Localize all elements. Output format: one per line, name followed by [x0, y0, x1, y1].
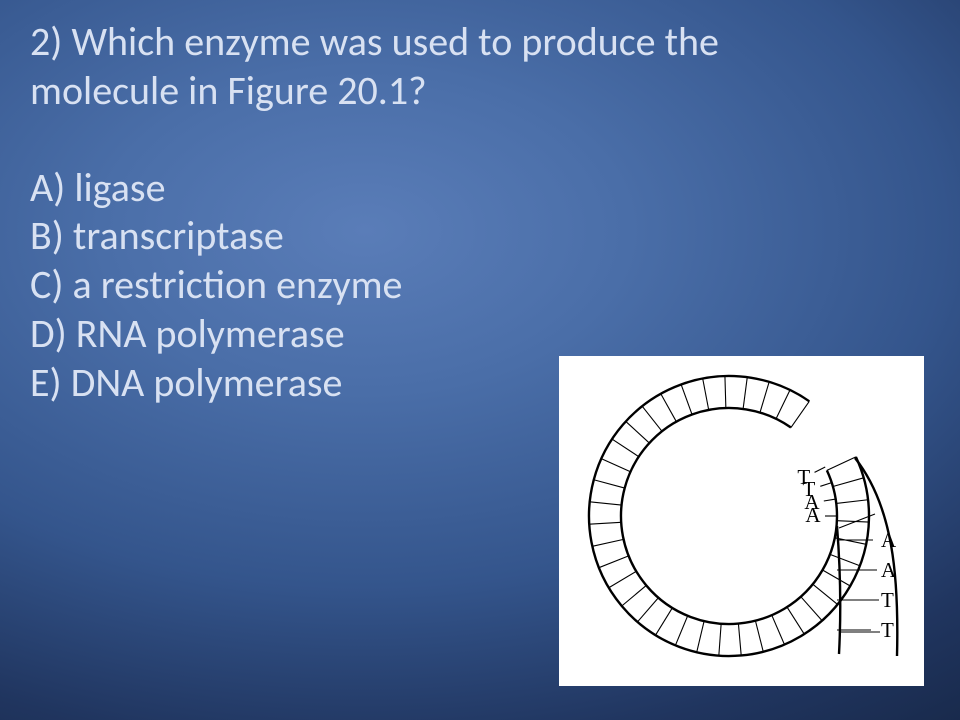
option-c: C) a restriction enzyme: [30, 261, 910, 310]
slide: 2) Which enzyme was used to produce the …: [0, 0, 960, 720]
slide-text-block: 2) Which enzyme was used to produce the …: [30, 18, 910, 408]
svg-text:A: A: [881, 558, 897, 582]
plasmid-figure: TTAAAATT: [559, 356, 924, 686]
question-line-1: 2) Which enzyme was used to produce the: [30, 18, 910, 67]
option-a: A) ligase: [30, 164, 910, 213]
svg-text:A: A: [805, 503, 821, 527]
question-text: 2) Which enzyme was used to produce the …: [30, 18, 910, 116]
plasmid-svg: TTAAAATT: [559, 356, 924, 686]
question-line-2: molecule in Figure 20.1?: [30, 67, 910, 116]
svg-text:A: A: [881, 528, 897, 552]
option-b: B) transcriptase: [30, 212, 910, 261]
option-d: D) RNA polymerase: [30, 310, 910, 359]
svg-text:T: T: [881, 618, 894, 642]
svg-text:T: T: [881, 588, 894, 612]
